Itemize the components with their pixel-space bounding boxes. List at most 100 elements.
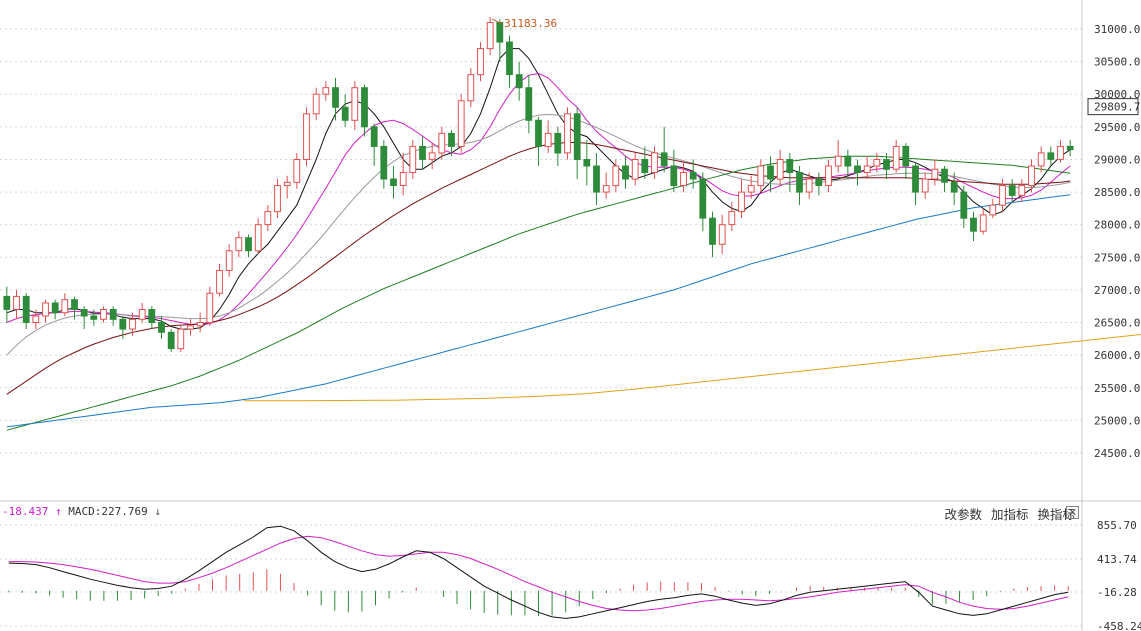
candle-up — [467, 74, 475, 102]
candle-down — [380, 145, 388, 180]
candle-up — [989, 204, 997, 216]
candle-up — [187, 325, 194, 330]
candle-up — [457, 100, 465, 148]
candle-up — [738, 191, 745, 213]
price-tick-label: 25500.0 — [1094, 382, 1140, 395]
dif-arrow-up-icon: ↑ — [54, 505, 62, 518]
candle-down — [912, 165, 919, 193]
candle-down — [332, 87, 339, 108]
candle-up — [892, 145, 900, 170]
candle-down — [767, 165, 774, 180]
candle-down — [583, 159, 591, 167]
candle-down — [699, 178, 707, 219]
ma30-line — [6, 142, 1071, 395]
candle-up — [805, 178, 813, 193]
macd-tick-label: 413.74 — [1097, 553, 1137, 566]
candle-up — [564, 113, 571, 154]
price-tick-label: 29000.0 — [1094, 153, 1140, 166]
candle-down — [786, 159, 794, 173]
candle-down — [970, 217, 977, 232]
candle-up — [196, 322, 204, 327]
candle-down — [960, 191, 968, 219]
dif-line — [8, 525, 1069, 619]
candle-down — [844, 155, 852, 167]
candle-down — [3, 295, 11, 310]
candle-down — [796, 172, 803, 193]
candle-down — [158, 322, 165, 333]
candle-down — [1066, 145, 1074, 151]
price-tick-label: 28000.0 — [1094, 219, 1140, 232]
candle-up — [438, 132, 446, 154]
candle-down — [71, 299, 78, 311]
ma10-line — [6, 72, 1071, 325]
candle-down — [1047, 152, 1055, 160]
macd-grid — [0, 524, 1082, 627]
candle-down — [622, 165, 629, 180]
change-params-button[interactable]: 改参数 — [944, 507, 982, 522]
candle-down — [573, 113, 581, 161]
candlestick-series — [3, 17, 1074, 352]
candle-down — [148, 309, 156, 323]
candle-down — [370, 126, 378, 147]
macd-value: MACD:227.769 — [68, 505, 148, 518]
candle-up — [177, 328, 185, 350]
candle-down — [883, 159, 890, 170]
candle-down — [245, 237, 252, 252]
current-price-box — [1087, 98, 1139, 116]
candle-down — [660, 152, 668, 167]
candle-up — [264, 211, 272, 226]
price-tick-label: 27000.0 — [1094, 284, 1140, 297]
candle-down — [80, 309, 88, 317]
candle-up — [825, 165, 832, 187]
candle-up — [1018, 185, 1026, 196]
max-pointer — [491, 18, 503, 25]
macd-arrow-down-icon: ↓ — [154, 505, 161, 518]
max-price-label: 31183.36 — [504, 17, 557, 30]
candle-up — [651, 152, 658, 173]
candle-down — [941, 168, 948, 183]
candle-up — [399, 172, 407, 186]
candle-up — [274, 185, 281, 213]
candle-up — [999, 185, 1006, 206]
candle-down — [950, 181, 958, 193]
candle-up — [225, 250, 233, 271]
candle-up — [312, 93, 320, 115]
ma60-line — [6, 155, 1071, 431]
candle-up — [293, 159, 301, 183]
candle-up — [834, 155, 842, 167]
candle-down — [109, 309, 117, 320]
add-indicator-button[interactable]: 加指标 — [990, 507, 1029, 522]
price-tick-label: 27500.0 — [1094, 251, 1140, 264]
ma250_points-line — [243, 333, 1141, 402]
candle-up — [409, 145, 417, 173]
candle-down — [902, 145, 910, 167]
switch-indicator-button[interactable]: 换指标 — [1037, 507, 1075, 522]
macd-tick-label: -16.28 — [1097, 586, 1137, 599]
candle-up — [776, 159, 784, 180]
price-tick-label: 29500.0 — [1094, 121, 1140, 134]
candle-down — [1008, 185, 1016, 196]
price-tick-label: 28500.0 — [1094, 186, 1140, 199]
candle-up — [1028, 165, 1035, 187]
candle-up — [351, 87, 359, 121]
candle-down — [51, 302, 59, 314]
candle-up — [32, 315, 40, 323]
candle-down — [854, 165, 861, 173]
candle-down — [525, 87, 533, 121]
close-icon[interactable]: ✕ — [1066, 506, 1079, 519]
dif-value: -18.437 — [2, 505, 49, 518]
price-tick-label: 30000.0 — [1094, 88, 1140, 101]
candle-up — [206, 292, 214, 324]
candle-up — [216, 269, 223, 294]
candle-down — [554, 132, 562, 154]
candle-up — [138, 309, 146, 320]
candle-up — [428, 152, 436, 160]
candle-up — [602, 185, 610, 193]
candle-down — [496, 22, 504, 43]
candle-down — [515, 74, 523, 89]
macd-header: -18.437 ↑ MACD:227.769 ↓ — [2, 505, 161, 518]
macd-series — [8, 525, 1069, 619]
candle-down — [535, 119, 542, 147]
